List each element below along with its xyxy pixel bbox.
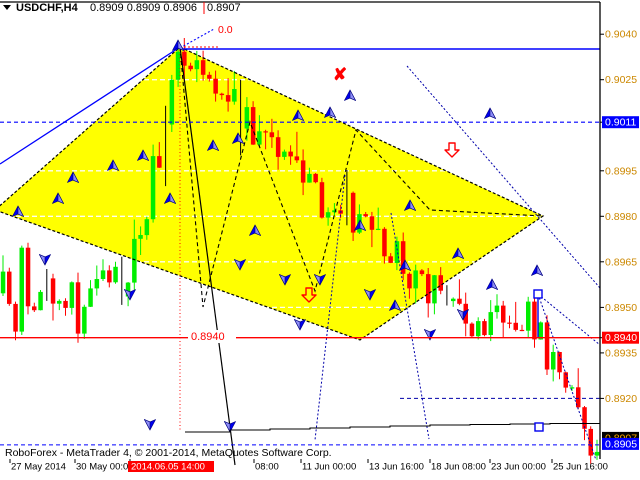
svg-text:USDCHF,H4: USDCHF,H4 [16, 2, 79, 14]
svg-text:RoboForex - MetaTrader 4, © 20: RoboForex - MetaTrader 4, © 2001-2014, M… [5, 447, 332, 459]
svg-text:23 Jun 00:00: 23 Jun 00:00 [491, 462, 546, 473]
svg-text:0.9040: 0.9040 [605, 29, 637, 41]
svg-text:✘: ✘ [333, 65, 347, 84]
svg-text:11 Jun 00:00: 11 Jun 00:00 [302, 462, 356, 473]
svg-text:0.8980: 0.8980 [605, 211, 637, 223]
svg-text:0.8935: 0.8935 [605, 347, 637, 359]
svg-text:0.8905: 0.8905 [605, 438, 637, 450]
svg-text:0.8950: 0.8950 [605, 302, 637, 314]
svg-text:0.8920: 0.8920 [605, 393, 637, 405]
svg-text:0.0: 0.0 [218, 24, 233, 36]
svg-text:13 Jun 16:00: 13 Jun 16:00 [369, 462, 424, 473]
svg-text:2014.06.05 14:00: 2014.06.05 14:00 [131, 462, 205, 473]
svg-text:0.8965: 0.8965 [605, 256, 637, 268]
svg-text:25 Jun 16:00: 25 Jun 16:00 [553, 462, 608, 473]
svg-text:18 Jun 08:00: 18 Jun 08:00 [431, 462, 486, 473]
svg-text:30 May 00:00: 30 May 00:00 [76, 462, 134, 473]
svg-text:08:00: 08:00 [255, 462, 279, 473]
svg-text:0.8995: 0.8995 [605, 165, 637, 177]
svg-text:0.8909 0.8909 0.8906: 0.8909 0.8909 0.8906 [90, 2, 197, 14]
svg-text:0.8907: 0.8907 [207, 2, 241, 14]
svg-text:27 May 2014: 27 May 2014 [11, 462, 66, 473]
svg-text:0.9025: 0.9025 [605, 74, 637, 86]
svg-text:0.8940: 0.8940 [605, 332, 637, 344]
svg-text:0.8940: 0.8940 [191, 331, 225, 343]
svg-text:0.9011: 0.9011 [605, 117, 636, 129]
